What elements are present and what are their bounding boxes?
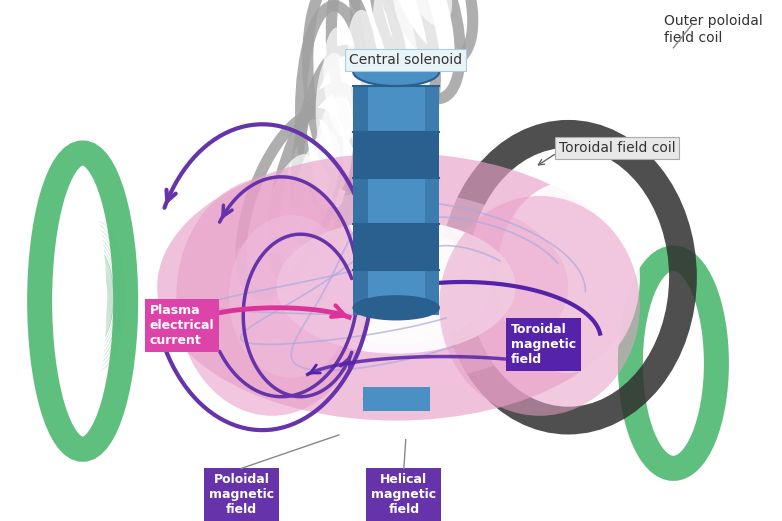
FancyBboxPatch shape: [353, 86, 368, 315]
Text: Central solenoid: Central solenoid: [350, 53, 462, 67]
Ellipse shape: [277, 220, 515, 354]
Ellipse shape: [316, 53, 353, 167]
Ellipse shape: [348, 10, 389, 119]
Ellipse shape: [402, 0, 452, 26]
Ellipse shape: [300, 229, 492, 344]
Text: Toroidal
magnetic
field: Toroidal magnetic field: [511, 322, 576, 366]
Ellipse shape: [224, 191, 569, 382]
Ellipse shape: [353, 296, 439, 320]
Ellipse shape: [292, 131, 339, 238]
FancyBboxPatch shape: [353, 269, 439, 315]
Ellipse shape: [363, 391, 429, 408]
Ellipse shape: [393, 0, 440, 59]
Ellipse shape: [59, 191, 106, 411]
FancyBboxPatch shape: [353, 86, 439, 132]
Ellipse shape: [323, 27, 361, 140]
Text: Outer poloidal
field coil: Outer poloidal field coil: [664, 15, 762, 44]
Ellipse shape: [229, 215, 353, 378]
Text: Poloidal
magnetic
field: Poloidal magnetic field: [209, 473, 274, 516]
Ellipse shape: [373, 0, 418, 89]
Ellipse shape: [439, 196, 640, 416]
Text: Plasma
electrical
current: Plasma electrical current: [149, 304, 214, 346]
Ellipse shape: [650, 294, 698, 432]
Ellipse shape: [313, 96, 353, 208]
FancyBboxPatch shape: [363, 387, 429, 411]
FancyBboxPatch shape: [353, 132, 439, 178]
FancyBboxPatch shape: [425, 86, 439, 315]
Text: Helical
magnetic
field: Helical magnetic field: [371, 473, 436, 516]
FancyBboxPatch shape: [353, 224, 439, 269]
Ellipse shape: [353, 57, 439, 86]
Text: Toroidal field coil: Toroidal field coil: [558, 141, 676, 155]
Ellipse shape: [176, 177, 368, 416]
FancyBboxPatch shape: [353, 178, 439, 224]
Ellipse shape: [497, 182, 640, 373]
Ellipse shape: [263, 154, 316, 254]
Ellipse shape: [157, 153, 635, 420]
